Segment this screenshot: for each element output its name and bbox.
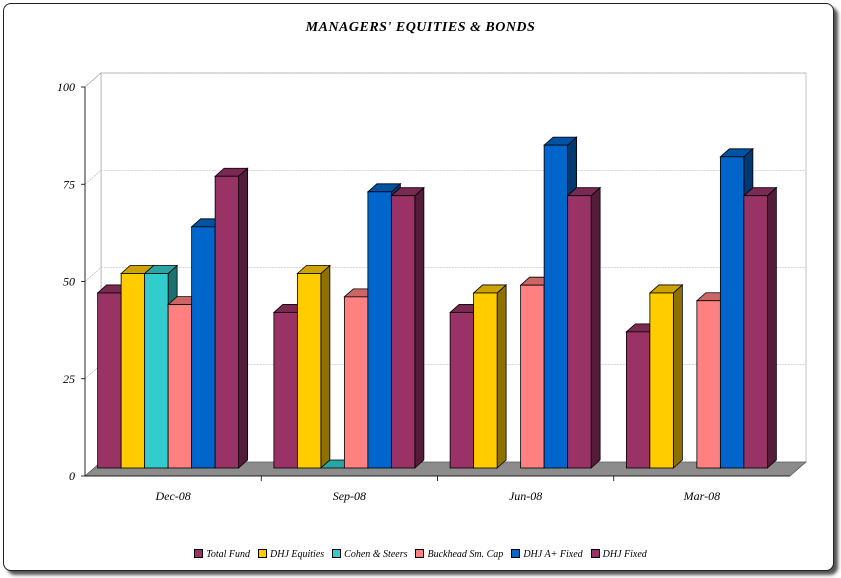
legend-item: Buckhead Sm. Cap (415, 549, 503, 560)
gridline (84, 267, 806, 282)
chart-title: MANAGERS' EQUITIES & BONDS (305, 20, 536, 35)
bar (296, 264, 331, 469)
legend-swatch (258, 549, 267, 558)
gridline (84, 169, 806, 185)
bar-side (590, 186, 601, 469)
x-tick-label: Mar-08 (683, 489, 720, 503)
legend-label: Cohen & Steers (344, 549, 408, 560)
legend-label: DHJ A+ Fixed (523, 549, 583, 560)
bar-front (120, 273, 146, 469)
legend-label: Buckhead Sm. Cap (427, 549, 504, 560)
legend-swatch (415, 549, 425, 558)
bar (566, 186, 602, 469)
legend-item: DHJ Fixed (590, 549, 647, 560)
y-tick-label: 50 (63, 275, 75, 289)
legend-item: Total Fund (194, 549, 250, 560)
bar-front (390, 195, 416, 469)
legend-item: DHJ A+ Fixed (511, 549, 583, 560)
bar-front (625, 331, 651, 469)
chart-legend: Total Fund DHJ Equities Cohen & Steers Buck… (0, 549, 841, 560)
bar-front (144, 273, 169, 469)
y-tick-label: 0 (69, 469, 75, 483)
bar-front (473, 292, 498, 469)
bar-front (719, 156, 745, 469)
bar-front (696, 300, 721, 469)
bar-front (214, 175, 240, 469)
legend-label: Total Fund (206, 549, 250, 560)
bar-front (167, 304, 193, 469)
x-tick-label: Jun-08 (509, 489, 542, 503)
bar (648, 284, 684, 469)
bar-front (367, 191, 392, 469)
gridline (84, 72, 806, 88)
legend-item: DHJ Equities (258, 549, 324, 560)
legend-swatch (590, 549, 600, 558)
bar (214, 167, 249, 469)
bar-front (543, 144, 569, 469)
legend-swatch (194, 549, 204, 558)
bar-front (296, 273, 322, 469)
legend-label: DHJ Equities (270, 549, 325, 560)
bar-front (273, 311, 298, 469)
bar (390, 186, 425, 469)
bar-front (520, 284, 545, 469)
bar-front (97, 292, 122, 469)
legend-item: Cohen & Steers (332, 549, 407, 560)
bar-side (414, 186, 425, 469)
bar (742, 186, 778, 469)
bar-front (649, 292, 674, 469)
x-tick-label: Sep-08 (333, 489, 366, 503)
legend-label: DHJ Fixed (602, 549, 647, 560)
y-tick-label: 100 (57, 80, 75, 94)
y-tick-label: 25 (63, 372, 75, 386)
legend-swatch (332, 549, 342, 558)
bar-side (766, 186, 777, 469)
bar (472, 284, 508, 469)
legend-swatch (511, 549, 521, 558)
bar-front (449, 311, 475, 469)
bar-side (320, 264, 331, 469)
x-tick-label: Dec-08 (154, 489, 190, 503)
y-tick-label: 75 (63, 177, 75, 191)
bar-front (567, 195, 592, 469)
bar-front (343, 296, 369, 469)
bar-side (672, 284, 683, 469)
bar-side (238, 167, 249, 469)
bar-side (496, 284, 507, 469)
bar-front (191, 226, 216, 469)
bar-front (743, 195, 768, 469)
